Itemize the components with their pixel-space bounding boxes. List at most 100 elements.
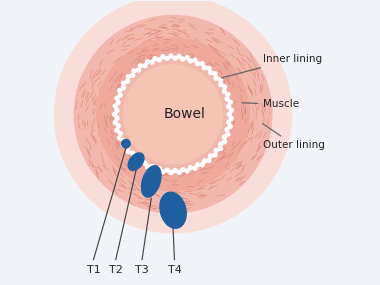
Circle shape: [225, 128, 229, 132]
Circle shape: [177, 54, 181, 58]
Circle shape: [219, 83, 223, 86]
Text: Outer lining: Outer lining: [263, 123, 325, 150]
Circle shape: [177, 170, 181, 174]
Circle shape: [185, 56, 189, 60]
Circle shape: [132, 69, 136, 73]
Circle shape: [157, 167, 162, 171]
Ellipse shape: [128, 153, 144, 170]
Circle shape: [230, 108, 233, 112]
Ellipse shape: [160, 192, 186, 228]
Circle shape: [143, 64, 147, 68]
Circle shape: [115, 96, 119, 100]
Circle shape: [173, 168, 177, 172]
Circle shape: [115, 56, 231, 172]
Circle shape: [116, 101, 120, 105]
Circle shape: [146, 60, 149, 64]
Circle shape: [218, 147, 222, 150]
Circle shape: [138, 161, 142, 165]
Circle shape: [118, 89, 122, 93]
Circle shape: [227, 120, 231, 124]
Circle shape: [118, 93, 122, 97]
Circle shape: [209, 71, 213, 74]
Circle shape: [122, 139, 130, 148]
Circle shape: [131, 73, 135, 77]
Circle shape: [169, 171, 173, 175]
Circle shape: [116, 124, 120, 128]
Circle shape: [122, 86, 125, 90]
Circle shape: [227, 112, 231, 116]
Circle shape: [132, 156, 136, 160]
Circle shape: [126, 145, 130, 149]
Circle shape: [181, 168, 185, 172]
Circle shape: [169, 54, 173, 58]
Text: T3: T3: [135, 265, 149, 275]
Circle shape: [74, 15, 272, 213]
Circle shape: [196, 163, 200, 167]
Circle shape: [138, 64, 142, 68]
Circle shape: [118, 136, 122, 140]
Circle shape: [165, 56, 169, 60]
Circle shape: [219, 142, 223, 146]
Text: Bowel: Bowel: [163, 107, 205, 121]
Circle shape: [228, 100, 232, 104]
Circle shape: [200, 163, 204, 167]
Circle shape: [153, 57, 157, 61]
Circle shape: [193, 166, 197, 170]
Circle shape: [122, 81, 125, 85]
Circle shape: [223, 85, 226, 89]
Circle shape: [124, 65, 222, 164]
Circle shape: [230, 116, 233, 120]
Circle shape: [214, 76, 218, 80]
Circle shape: [150, 60, 154, 64]
Circle shape: [193, 58, 197, 62]
Circle shape: [131, 151, 135, 155]
Ellipse shape: [141, 166, 161, 197]
Circle shape: [214, 148, 218, 152]
Circle shape: [113, 121, 117, 124]
Circle shape: [136, 156, 141, 160]
Circle shape: [185, 169, 189, 173]
Circle shape: [188, 166, 192, 170]
Text: T1: T1: [87, 265, 100, 275]
Circle shape: [165, 168, 169, 172]
Circle shape: [228, 125, 232, 129]
Circle shape: [122, 139, 125, 142]
Circle shape: [126, 75, 130, 79]
Circle shape: [213, 72, 217, 76]
Circle shape: [126, 150, 130, 154]
Circle shape: [146, 165, 149, 169]
Circle shape: [225, 97, 229, 101]
Circle shape: [153, 168, 157, 172]
Circle shape: [143, 161, 147, 165]
Circle shape: [118, 131, 122, 135]
Circle shape: [115, 108, 119, 112]
Circle shape: [188, 59, 192, 63]
Circle shape: [173, 56, 177, 60]
Circle shape: [200, 62, 204, 66]
Circle shape: [226, 92, 230, 96]
Circle shape: [226, 132, 230, 136]
Circle shape: [181, 57, 185, 61]
Text: T2: T2: [109, 265, 123, 275]
Circle shape: [218, 78, 222, 82]
Circle shape: [161, 55, 165, 59]
Circle shape: [97, 38, 249, 190]
Circle shape: [203, 159, 206, 163]
Circle shape: [122, 143, 125, 147]
Circle shape: [222, 89, 226, 93]
Circle shape: [113, 112, 117, 116]
Circle shape: [150, 164, 154, 168]
Circle shape: [203, 66, 206, 70]
Text: Muscle: Muscle: [242, 99, 299, 109]
Circle shape: [213, 153, 217, 157]
Circle shape: [227, 105, 231, 108]
Circle shape: [115, 116, 119, 120]
Text: T4: T4: [168, 265, 181, 275]
Circle shape: [55, 0, 291, 233]
Circle shape: [115, 129, 119, 132]
Circle shape: [126, 79, 130, 83]
Circle shape: [223, 140, 226, 144]
Circle shape: [161, 170, 165, 174]
Circle shape: [209, 154, 213, 158]
Circle shape: [222, 135, 226, 139]
